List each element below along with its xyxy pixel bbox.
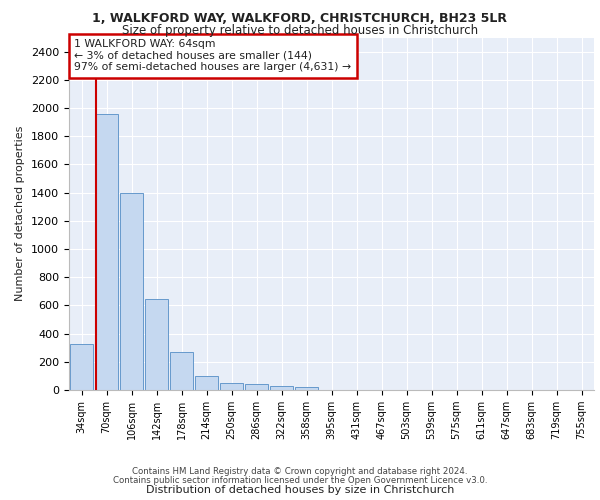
Text: Contains public sector information licensed under the Open Government Licence v3: Contains public sector information licen…: [113, 476, 487, 485]
Y-axis label: Number of detached properties: Number of detached properties: [16, 126, 25, 302]
Text: 1, WALKFORD WAY, WALKFORD, CHRISTCHURCH, BH23 5LR: 1, WALKFORD WAY, WALKFORD, CHRISTCHURCH,…: [92, 12, 508, 26]
Bar: [170, 352, 193, 390]
Bar: [295, 387, 319, 390]
Bar: [95, 114, 118, 390]
Bar: [194, 376, 218, 390]
Text: Distribution of detached houses by size in Christchurch: Distribution of detached houses by size …: [146, 485, 454, 495]
Text: Contains HM Land Registry data © Crown copyright and database right 2024.: Contains HM Land Registry data © Crown c…: [132, 467, 468, 476]
Text: Size of property relative to detached houses in Christchurch: Size of property relative to detached ho…: [122, 24, 478, 37]
Bar: [269, 386, 293, 390]
Bar: [70, 344, 94, 390]
Text: 1 WALKFORD WAY: 64sqm
← 3% of detached houses are smaller (144)
97% of semi-deta: 1 WALKFORD WAY: 64sqm ← 3% of detached h…: [74, 40, 352, 72]
Bar: [119, 192, 143, 390]
Bar: [220, 383, 244, 390]
Bar: [245, 384, 268, 390]
Bar: [145, 299, 169, 390]
